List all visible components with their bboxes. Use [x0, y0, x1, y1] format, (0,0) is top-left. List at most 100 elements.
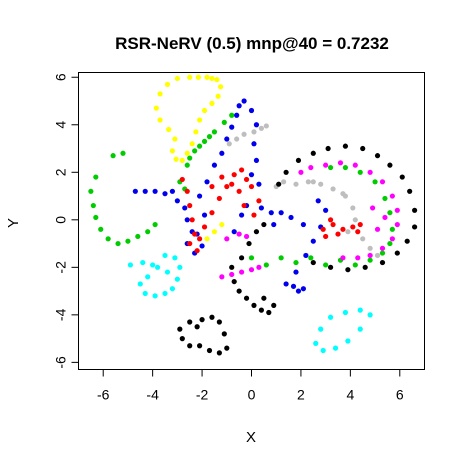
data-point	[251, 141, 257, 147]
data-point	[310, 238, 316, 244]
data-point	[173, 156, 179, 162]
data-point	[271, 221, 277, 228]
data-point	[323, 162, 329, 168]
data-point	[266, 309, 272, 316]
data-point	[174, 276, 180, 282]
data-point	[153, 105, 159, 111]
data-point	[110, 153, 116, 159]
data-point	[209, 183, 215, 190]
data-point	[352, 162, 358, 168]
data-point	[125, 238, 131, 244]
data-point	[187, 343, 193, 349]
data-point	[224, 183, 230, 190]
data-point	[303, 252, 309, 259]
data-point	[360, 145, 366, 152]
data-point	[209, 210, 215, 216]
data-point	[219, 221, 225, 228]
data-point	[215, 93, 221, 99]
data-point	[320, 347, 326, 354]
data-point	[194, 248, 200, 254]
data-point	[340, 255, 346, 261]
data-point	[162, 191, 168, 197]
data-point	[374, 153, 381, 159]
data-point	[332, 345, 339, 351]
data-point	[360, 236, 366, 242]
data-point	[379, 250, 386, 256]
data-point	[293, 269, 299, 275]
data-point	[399, 174, 405, 180]
data-point	[256, 198, 262, 204]
data-point	[152, 293, 158, 299]
data-point	[374, 226, 381, 232]
data-point	[236, 188, 242, 194]
data-point	[179, 157, 185, 164]
data-point	[313, 340, 319, 346]
series-3	[226, 123, 381, 259]
data-point	[327, 164, 334, 171]
data-point	[300, 221, 306, 228]
data-point	[105, 236, 111, 242]
data-point	[367, 257, 373, 263]
data-point	[189, 217, 195, 223]
data-point	[357, 169, 363, 175]
data-point	[154, 264, 161, 270]
data-point	[199, 317, 205, 323]
data-point	[211, 162, 218, 168]
data-point	[236, 231, 242, 237]
data-point	[152, 188, 158, 194]
data-point	[201, 138, 208, 144]
data-point	[310, 179, 316, 185]
data-point	[345, 338, 351, 344]
series-5	[127, 252, 373, 354]
y-tick-label: -4	[53, 308, 69, 321]
data-point	[251, 129, 257, 135]
data-point	[253, 122, 260, 128]
y-axis: -6 -4 -2 0 2 4 6	[53, 73, 79, 369]
data-point	[211, 129, 218, 135]
data-point	[330, 221, 336, 228]
series-0	[153, 74, 225, 242]
data-point	[293, 181, 299, 187]
data-point	[209, 100, 215, 106]
data-point	[327, 264, 334, 270]
data-point	[248, 107, 255, 114]
data-point	[318, 181, 324, 187]
data-point	[177, 264, 183, 270]
data-point	[166, 126, 172, 133]
data-point	[201, 212, 208, 218]
data-point	[192, 148, 198, 154]
data-point	[137, 281, 143, 287]
data-point	[239, 255, 245, 261]
data-point	[88, 188, 94, 194]
data-point	[187, 74, 193, 80]
data-point	[394, 221, 400, 228]
data-point	[150, 262, 156, 268]
data-point	[169, 148, 176, 154]
data-point	[187, 155, 193, 161]
data-point	[224, 236, 230, 242]
data-point	[184, 217, 190, 223]
data-point	[204, 74, 210, 80]
data-point	[234, 112, 240, 118]
data-point	[93, 214, 99, 221]
data-point	[246, 240, 252, 247]
data-point	[142, 188, 148, 194]
data-point	[214, 77, 220, 83]
data-point	[300, 286, 306, 292]
data-point	[197, 117, 203, 123]
data-point	[374, 252, 381, 259]
data-point	[216, 350, 222, 356]
data-point	[241, 98, 247, 104]
data-point	[229, 124, 235, 130]
data-point	[184, 188, 190, 194]
data-point	[323, 207, 329, 213]
x-tick-label: 0	[248, 387, 256, 403]
data-point	[234, 136, 240, 142]
data-point	[216, 319, 222, 325]
data-point	[407, 188, 413, 194]
data-point	[229, 271, 235, 278]
data-point	[187, 240, 193, 247]
data-point	[224, 136, 230, 142]
data-point	[283, 281, 289, 287]
data-point	[412, 207, 418, 213]
